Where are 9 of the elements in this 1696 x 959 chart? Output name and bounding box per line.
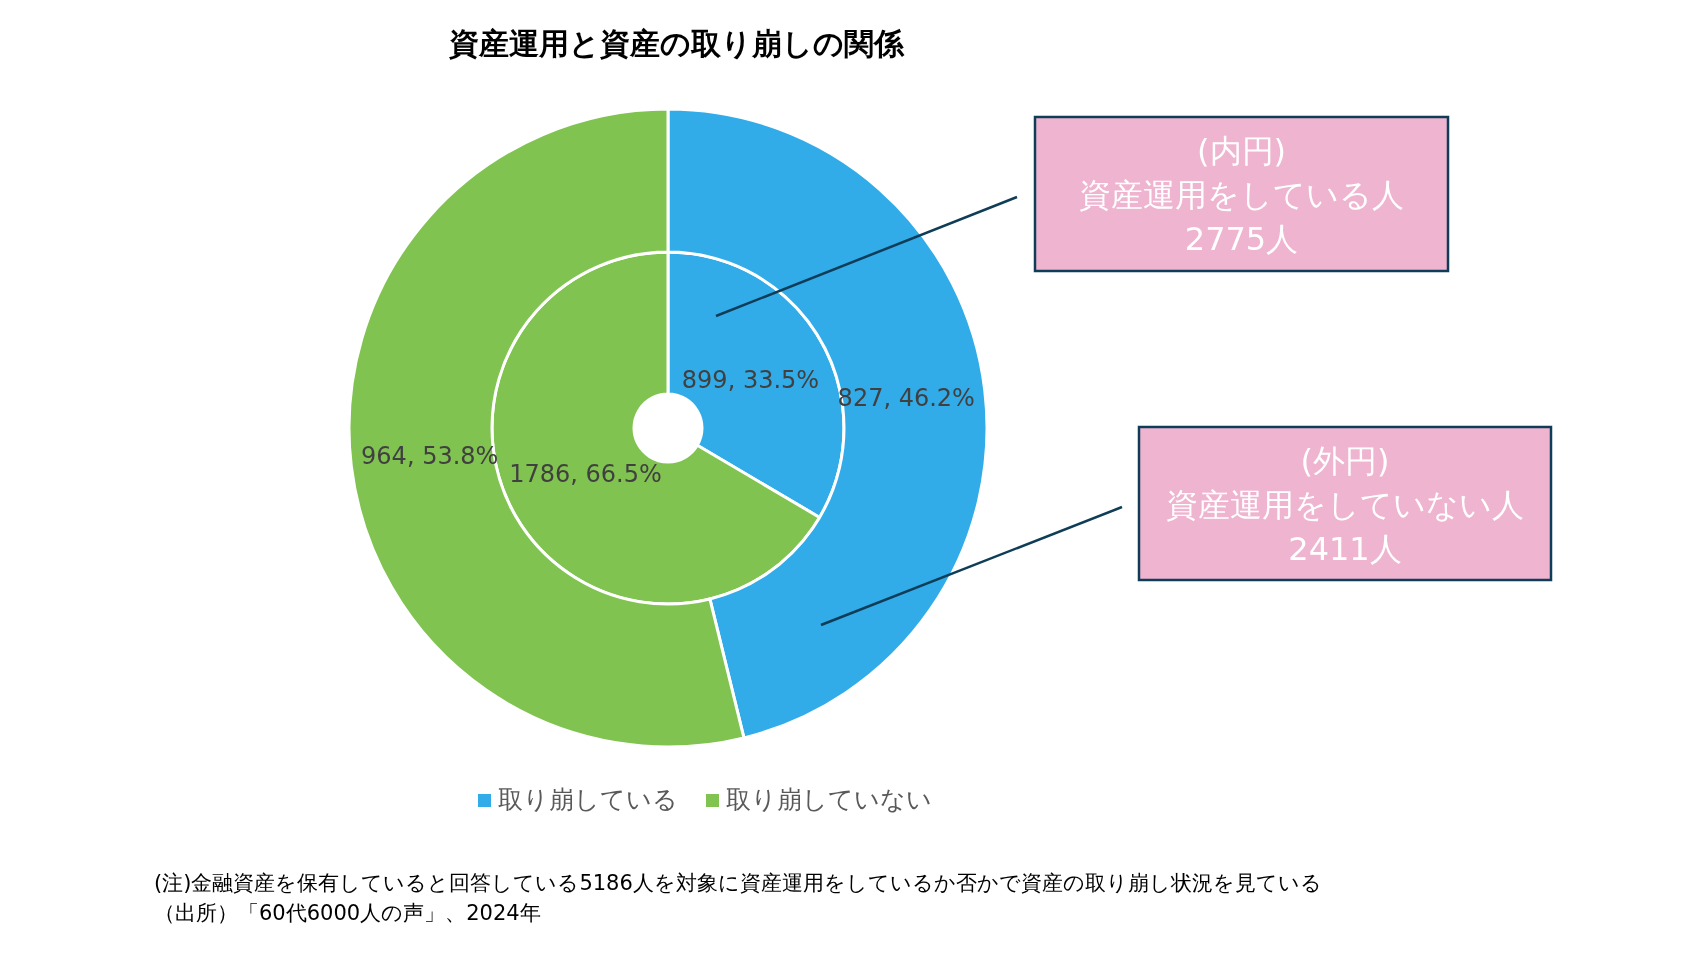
text: (注)金融資産を保有していると回答している5186人を対象に資産運用をしているか否かで資産の取り崩し状況を見ている <box>154 871 1322 895</box>
data-label: 1786, 66.5% <box>509 460 662 489</box>
legend-label: 取り崩している <box>498 785 678 814</box>
legend-label: 取り崩していない <box>726 785 932 814</box>
data-label: 899, 33.5% <box>681 365 820 394</box>
text: （出所）「60代6000人の声」、2024年 <box>154 901 541 925</box>
text: (外円) 資産運用をしていない人 2411人 <box>1166 442 1524 568</box>
text: (内円) 資産運用をしている人 2775人 <box>1079 132 1404 258</box>
chart-title: 資産運用と資産の取り崩しの関係 <box>447 26 905 61</box>
